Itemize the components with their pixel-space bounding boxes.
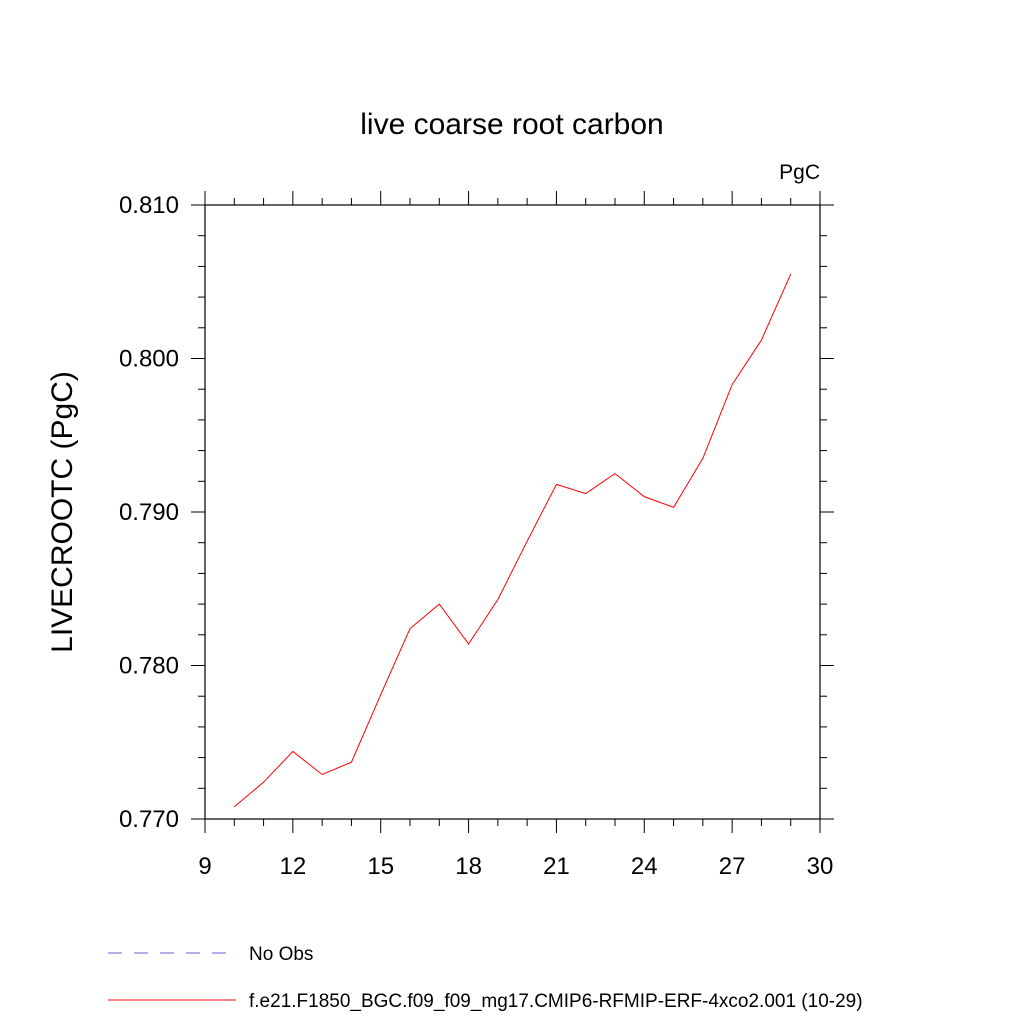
- y-tick-label: 0.780: [119, 653, 179, 680]
- x-axis-ticks: 9 12 15 18 21 24 27 30: [198, 191, 833, 880]
- x-tick-label: 21: [543, 853, 570, 880]
- y-tick-label: 0.790: [119, 499, 179, 526]
- chart-title: live coarse root carbon: [360, 108, 664, 141]
- units-label: PgC: [779, 161, 820, 184]
- x-tick-label: 18: [455, 853, 482, 880]
- y-tick-label: 0.800: [119, 346, 179, 373]
- y-axis-ticks: 0.770 0.780 0.790 0.800 0.810: [119, 192, 834, 833]
- y-axis-label: LIVECROOTC (PgC): [46, 371, 79, 653]
- x-tick-label: 12: [280, 853, 307, 880]
- plot-frame: [204, 204, 821, 820]
- y-tick-label: 0.770: [119, 806, 179, 833]
- series-line-0: [233, 273, 792, 808]
- x-tick-label: 27: [719, 853, 746, 880]
- x-tick-label: 9: [198, 853, 211, 880]
- x-tick-label: 24: [631, 853, 658, 880]
- legend-label-1: f.e21.F1850_BGC.f09_f09_mg17.CMIP6-RFMIP…: [249, 991, 863, 1012]
- x-tick-label: 30: [807, 853, 834, 880]
- legend: No Obs f.e21.F1850_BGC.f09_f09_mg17.CMIP6…: [108, 944, 863, 1012]
- x-tick-label: 15: [367, 853, 394, 880]
- y-tick-label: 0.810: [119, 192, 179, 219]
- legend-label-0: No Obs: [249, 944, 313, 965]
- series-layer: [233, 273, 792, 808]
